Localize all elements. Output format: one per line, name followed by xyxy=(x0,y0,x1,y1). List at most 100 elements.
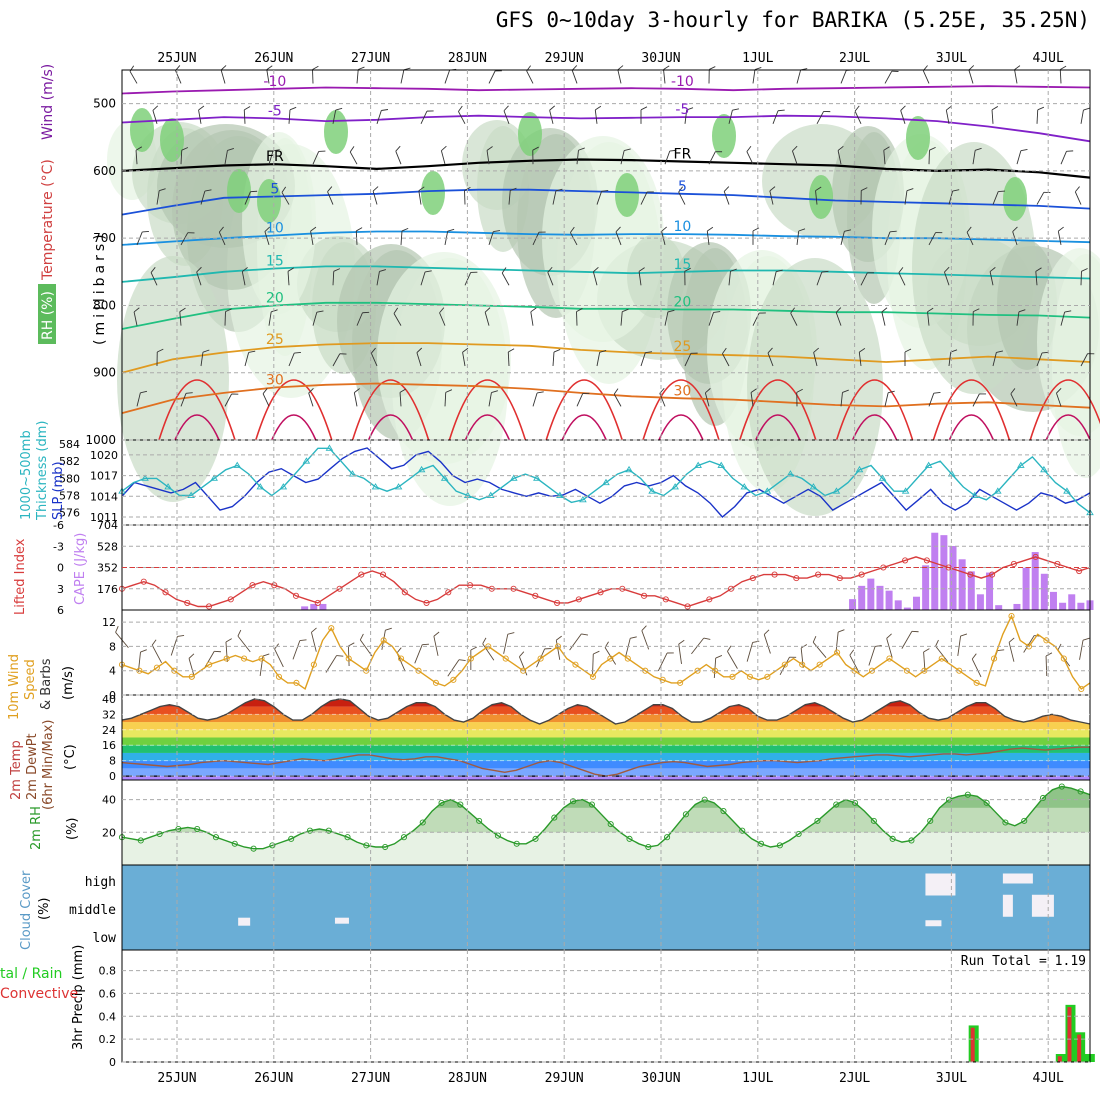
li-tick: 6 xyxy=(57,604,64,617)
barb-flag xyxy=(934,390,941,395)
barb-staff xyxy=(992,110,993,124)
date-label-bottom: 1JUL xyxy=(742,1071,773,1086)
barb-staff xyxy=(204,651,214,668)
barb-flag xyxy=(824,109,831,114)
cape-bar xyxy=(950,546,957,610)
isotherm-label: -5 xyxy=(268,103,282,119)
temp-label-3: (6hr Min/Max) xyxy=(41,720,56,810)
wind-barb xyxy=(377,108,388,126)
pressure-tick: 600 xyxy=(93,164,116,178)
barb-flag xyxy=(244,107,250,110)
cape-bar xyxy=(1050,592,1057,610)
barb-flag xyxy=(900,106,907,111)
isotherm-label: 20 xyxy=(266,290,284,306)
surface-barb xyxy=(382,627,392,651)
wind-barb xyxy=(349,146,362,164)
wind-barb xyxy=(922,65,934,83)
barb-flag xyxy=(667,650,674,655)
barb-staff xyxy=(152,645,161,663)
upper-ylabel-group: RH (%)RH (%)Temperature (°C)Wind (m/s) xyxy=(38,64,56,344)
barb-staff xyxy=(401,70,404,84)
cloud-level-label: low xyxy=(93,931,117,946)
barb-staff xyxy=(1017,151,1021,164)
temp-tick: 0 xyxy=(109,770,116,783)
barb-flag xyxy=(593,651,599,654)
temp-bands xyxy=(122,691,1090,780)
barb-staff xyxy=(199,110,201,124)
barb-flag xyxy=(595,106,601,110)
barb-flag xyxy=(641,107,647,110)
barb-staff xyxy=(441,151,445,165)
barb-flag xyxy=(508,631,514,635)
barb-flag xyxy=(923,649,929,652)
barb-staff xyxy=(377,111,381,124)
barb-staff xyxy=(924,652,925,672)
cape-bar xyxy=(977,594,984,610)
wind-barb xyxy=(773,108,785,126)
temp-label-1: 2m Temp xyxy=(9,740,24,800)
isotherm-label: FR xyxy=(266,149,284,165)
precip-bar-conv xyxy=(1067,1007,1071,1062)
barb-staff xyxy=(553,352,554,366)
surface-barb xyxy=(971,654,986,677)
surface-barb xyxy=(902,629,919,652)
barb-flag xyxy=(838,629,844,633)
cloud-block xyxy=(1032,895,1054,917)
barb-staff xyxy=(841,70,846,83)
wind-barb xyxy=(595,106,603,124)
barb-flag xyxy=(556,636,562,640)
barb-flag xyxy=(630,635,637,639)
wind-barb xyxy=(746,146,759,164)
surface-barb xyxy=(171,634,184,658)
surface-barb xyxy=(886,634,898,658)
barb-staff xyxy=(885,71,892,83)
chart-title: GFS 0~10day 3-hourly for BARIKA (5.25E, … xyxy=(0,8,1090,32)
date-label-bottom: 29JUN xyxy=(545,1071,584,1086)
cape-bar xyxy=(995,605,1002,610)
barb-flag xyxy=(1083,637,1089,641)
barb-flag xyxy=(214,649,221,655)
barb-staff xyxy=(263,394,269,407)
barb-flag xyxy=(934,640,941,646)
cape-tick: 704 xyxy=(97,519,118,532)
temp-tick: 8 xyxy=(109,755,116,768)
barb-flag xyxy=(385,627,391,631)
rh-shade-high xyxy=(809,175,833,219)
surface-barb xyxy=(293,638,307,662)
date-label-bottom: 28JUN xyxy=(448,1071,487,1086)
barb-staff xyxy=(354,393,357,407)
cloud-block xyxy=(238,918,250,926)
isotherm-label: -10 xyxy=(671,74,694,90)
isotherm-label: 25 xyxy=(266,332,284,348)
li-tick: -6 xyxy=(53,519,64,532)
barb-staff xyxy=(1081,110,1083,124)
barb-flag xyxy=(641,626,648,631)
precip-conv-label: Convective xyxy=(0,986,78,1002)
cape-bar xyxy=(301,606,308,610)
surface-barb xyxy=(869,644,882,668)
date-label-top: 27JUN xyxy=(351,51,390,66)
barb-flag xyxy=(1066,149,1073,154)
date-label-bottom: 27JUN xyxy=(351,1071,390,1086)
barb-flag xyxy=(356,228,362,231)
surface-barb xyxy=(726,646,743,669)
barb-flag xyxy=(151,640,158,645)
wind-label-2: Speed xyxy=(23,659,38,700)
surface-barb xyxy=(138,649,146,673)
barb-flag xyxy=(811,636,818,642)
rh-tick: 40 xyxy=(102,794,116,807)
cape-bar xyxy=(1041,574,1048,610)
cape-bar xyxy=(913,597,920,610)
rh-tick: 20 xyxy=(102,826,116,839)
barb-flag xyxy=(236,630,243,636)
date-label-top: 29JUN xyxy=(545,51,584,66)
cape-bar xyxy=(319,604,326,610)
isotherm-label: 10 xyxy=(674,219,692,235)
barb-flag xyxy=(778,108,785,113)
thick-label-2: Thickness (dm) xyxy=(35,421,50,521)
isotherm-label: 30 xyxy=(674,383,692,399)
date-label-bottom: 3JUL xyxy=(936,1071,967,1086)
rh-shade-high xyxy=(421,171,445,215)
wind-barb xyxy=(900,106,911,124)
